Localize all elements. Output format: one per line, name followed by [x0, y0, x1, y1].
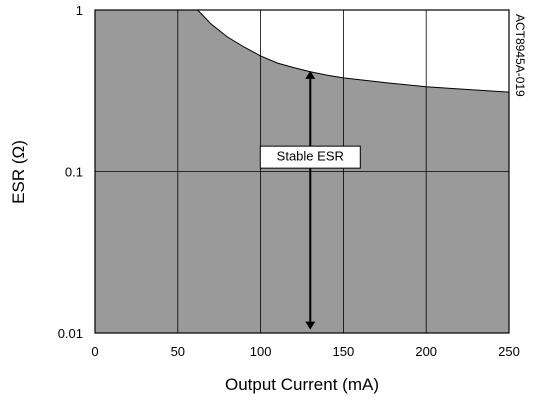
x-tick-labels: 0 50 100 150 200 250	[91, 344, 519, 359]
y-tick-labels: 0.01 0.1 1	[58, 3, 83, 341]
x-axis-label: Output Current (mA)	[225, 375, 379, 394]
x-tick-label: 100	[250, 344, 272, 359]
annotation-label: Stable ESR	[277, 149, 344, 164]
y-axis-label: ESR (Ω)	[9, 140, 28, 204]
side-id-label: ACT8945A-019	[513, 14, 527, 97]
y-tick-label: 0.01	[58, 326, 83, 341]
x-tick-label: 250	[498, 344, 520, 359]
x-tick-label: 0	[91, 344, 98, 359]
x-tick-label: 150	[333, 344, 355, 359]
x-tick-label: 200	[415, 344, 437, 359]
y-tick-label: 1	[76, 3, 83, 18]
x-tick-label: 50	[171, 344, 185, 359]
y-tick-label: 0.1	[65, 165, 83, 180]
